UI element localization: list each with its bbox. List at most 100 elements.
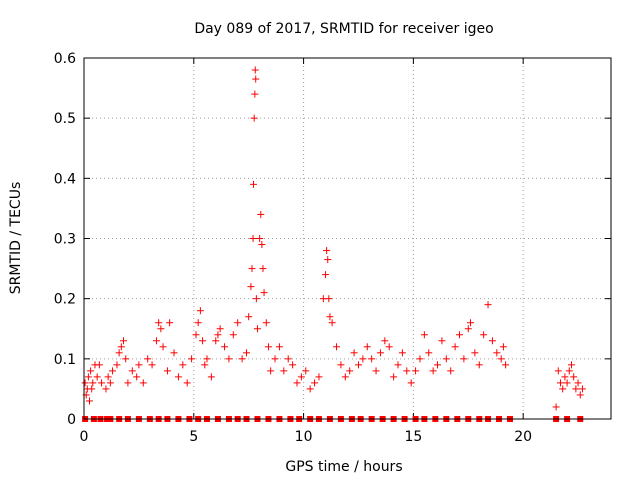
data-point-marker (570, 373, 578, 381)
data-point-marker (128, 367, 136, 375)
data-point-marker (85, 397, 93, 405)
data-point-marker (159, 343, 167, 351)
data-point-marker (117, 343, 125, 351)
data-point-marker (163, 367, 171, 375)
data-point-marker (572, 385, 580, 393)
data-point-marker (425, 349, 433, 357)
data-point-marker (253, 325, 261, 333)
data-point-marker (328, 319, 336, 327)
data-point-marker (333, 343, 341, 351)
data-point-marker (157, 325, 165, 333)
data-point-marker (403, 367, 411, 375)
x-tick-label: 20 (514, 429, 532, 445)
data-point-marker (155, 319, 163, 327)
data-point-marker (201, 361, 209, 369)
data-point-marker (488, 337, 496, 345)
data-point-marker (109, 367, 117, 375)
data-point-marker (248, 265, 256, 273)
data-point-marker (280, 367, 288, 375)
data-point-marker (258, 241, 266, 249)
data-point-marker (326, 313, 334, 321)
data-point-marker (412, 367, 420, 375)
data-point-marker (89, 379, 97, 387)
data-point-marker (297, 373, 305, 381)
data-point-marker (563, 379, 571, 387)
data-point-marker (306, 385, 314, 393)
data-point-marker (464, 325, 472, 333)
data-point-marker (183, 379, 191, 387)
data-point-marker (372, 367, 380, 375)
x-tick-label: 0 (80, 429, 89, 445)
data-point-marker (554, 367, 562, 375)
data-point-marker (394, 361, 402, 369)
data-point-marker (460, 355, 468, 363)
data-point-marker (229, 331, 237, 339)
data-point-marker (578, 385, 586, 393)
data-point-marker (381, 337, 389, 345)
data-point-marker (216, 325, 224, 333)
data-point-marker (245, 313, 253, 321)
data-point-marker (346, 367, 354, 375)
x-tick-label: 15 (404, 429, 422, 445)
data-point-marker (148, 361, 156, 369)
data-point-marker (368, 355, 376, 363)
data-point-marker (315, 373, 323, 381)
data-point-marker (251, 90, 259, 98)
data-point-marker (438, 337, 446, 345)
data-point-marker (135, 361, 143, 369)
data-point-marker (471, 349, 479, 357)
chart-title: Day 089 of 2017, SRMTID for receiver ige… (194, 21, 493, 37)
data-point-marker (221, 343, 229, 351)
data-point-marker (475, 361, 483, 369)
data-point-marker (93, 373, 101, 381)
data-point-marker (289, 361, 297, 369)
y-tick-label: 0.3 (54, 232, 76, 248)
data-point-marker (337, 361, 345, 369)
data-point-marker (207, 373, 215, 381)
data-point-marker (407, 379, 415, 387)
data-point-marker (242, 349, 250, 357)
data-point-marker (113, 361, 121, 369)
data-point-marker (188, 355, 196, 363)
data-point-marker (341, 373, 349, 381)
data-point-marker (499, 343, 507, 351)
data-point-marker (325, 295, 333, 303)
data-point-marker (302, 367, 310, 375)
data-point-marker (124, 379, 132, 387)
data-point-marker (212, 337, 220, 345)
data-point-marker (559, 385, 567, 393)
data-point-marker (252, 295, 260, 303)
x-tick-label: 5 (189, 429, 198, 445)
data-point-marker (260, 289, 268, 297)
y-tick-label: 0.4 (54, 171, 76, 187)
data-point-marker (390, 373, 398, 381)
data-point-marker (480, 331, 488, 339)
data-point-marker (264, 343, 272, 351)
x-axis-label: GPS time / hours (285, 459, 402, 475)
data-point-marker (106, 379, 114, 387)
data-point-marker (284, 355, 292, 363)
data-point-marker (376, 349, 384, 357)
data-point-marker (267, 367, 275, 375)
data-point-marker (359, 355, 367, 363)
data-point-marker (174, 373, 182, 381)
data-point-marker (81, 379, 89, 387)
data-point-marker (115, 349, 123, 357)
data-point-marker (250, 114, 258, 122)
data-point-marker (576, 391, 584, 399)
y-tick-label: 0 (67, 412, 76, 428)
data-point-marker (574, 379, 582, 387)
data-point-marker (493, 349, 501, 357)
y-tick-label: 0.6 (54, 51, 76, 67)
data-point-marker (122, 355, 130, 363)
data-point-marker (199, 337, 207, 345)
y-tick-label: 0.5 (54, 111, 76, 127)
data-point-marker (249, 235, 257, 242)
grid-layer (83, 57, 611, 420)
data-point-marker (87, 367, 95, 375)
data-point-marker (144, 355, 152, 363)
data-point-marker (556, 379, 564, 387)
data-point-marker (385, 343, 393, 351)
data-point-marker (451, 343, 459, 351)
